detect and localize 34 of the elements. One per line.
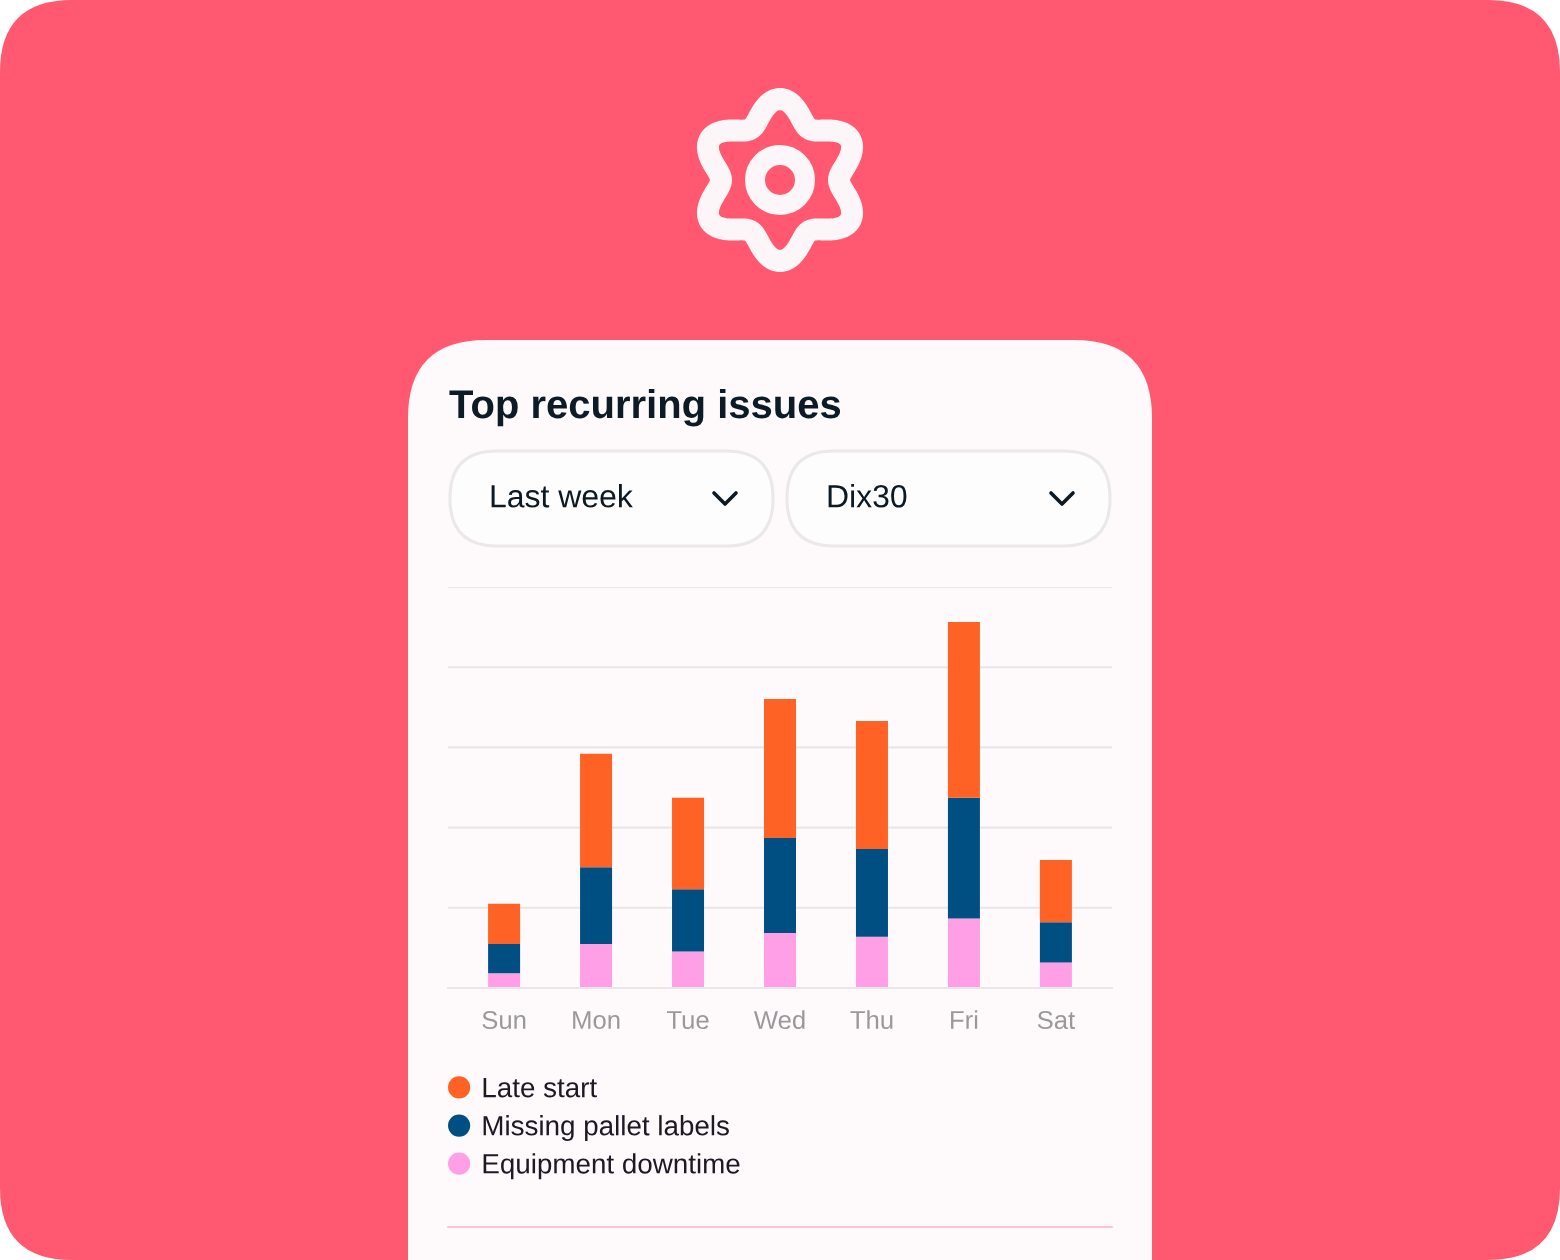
bar bbox=[1039, 859, 1072, 923]
bar bbox=[855, 720, 888, 849]
x-tick-label: Thu bbox=[850, 1010, 893, 1030]
bar bbox=[580, 867, 613, 945]
bar bbox=[672, 951, 705, 988]
x-tick-label: Fri bbox=[951, 1010, 978, 1029]
bar bbox=[947, 918, 980, 988]
legend-label: Missing pallet labels bbox=[483, 1115, 729, 1142]
x-tick-label: Mon bbox=[573, 1011, 620, 1030]
bar bbox=[672, 797, 705, 890]
bar bbox=[764, 933, 796, 988]
bar bbox=[580, 944, 613, 988]
bar bbox=[488, 903, 521, 945]
bar bbox=[672, 889, 705, 952]
x-tick-label: Sat bbox=[1037, 1010, 1075, 1030]
x-tick-label: Tue bbox=[666, 1011, 709, 1030]
bar bbox=[947, 797, 980, 919]
bar bbox=[488, 973, 521, 988]
bar bbox=[1039, 962, 1072, 988]
bar bbox=[855, 936, 888, 988]
x-tick-label: Sun bbox=[482, 1010, 526, 1030]
legend-label: Equipment downtime bbox=[483, 1153, 740, 1180]
x-tick-label: Wed bbox=[753, 1010, 805, 1030]
bar bbox=[764, 837, 796, 934]
bar bbox=[488, 944, 521, 974]
text: Last week bbox=[491, 484, 633, 508]
chart-title: Top recurring issues bbox=[449, 389, 841, 427]
bar bbox=[947, 622, 980, 798]
bar bbox=[1039, 922, 1072, 963]
bar bbox=[764, 698, 796, 838]
bar bbox=[855, 848, 888, 937]
bar bbox=[580, 753, 613, 868]
text: Dix30 bbox=[828, 484, 907, 508]
legend-label: Late start bbox=[483, 1078, 597, 1098]
